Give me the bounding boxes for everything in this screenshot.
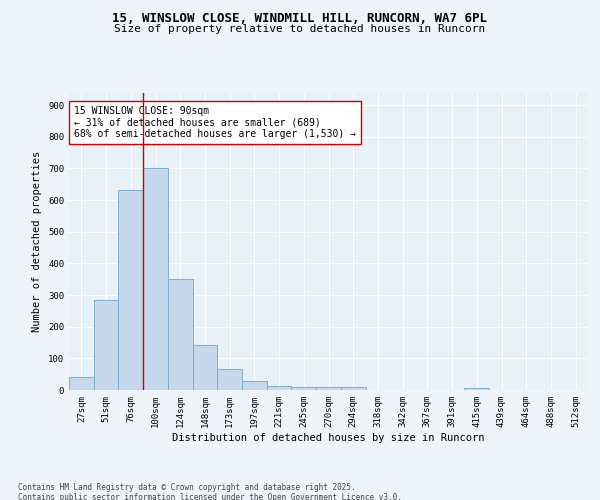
Bar xyxy=(242,381,267,390)
Bar xyxy=(168,279,193,390)
Text: 15, WINSLOW CLOSE, WINDMILL HILL, RUNCORN, WA7 6PL: 15, WINSLOW CLOSE, WINDMILL HILL, RUNCOR… xyxy=(113,12,487,26)
Bar xyxy=(118,190,143,390)
Bar xyxy=(292,386,316,390)
Bar xyxy=(341,386,365,390)
Bar xyxy=(464,388,489,390)
Bar xyxy=(193,344,217,390)
Y-axis label: Number of detached properties: Number of detached properties xyxy=(32,150,43,332)
X-axis label: Distribution of detached houses by size in Runcorn: Distribution of detached houses by size … xyxy=(172,432,485,442)
Text: Size of property relative to detached houses in Runcorn: Size of property relative to detached ho… xyxy=(115,24,485,34)
Bar xyxy=(69,376,94,390)
Bar xyxy=(267,386,292,390)
Bar xyxy=(316,386,341,390)
Bar xyxy=(143,168,168,390)
Bar xyxy=(217,370,242,390)
Text: Contains HM Land Registry data © Crown copyright and database right 2025.
Contai: Contains HM Land Registry data © Crown c… xyxy=(18,482,402,500)
Text: 15 WINSLOW CLOSE: 90sqm
← 31% of detached houses are smaller (689)
68% of semi-d: 15 WINSLOW CLOSE: 90sqm ← 31% of detache… xyxy=(74,106,356,139)
Bar xyxy=(94,300,118,390)
